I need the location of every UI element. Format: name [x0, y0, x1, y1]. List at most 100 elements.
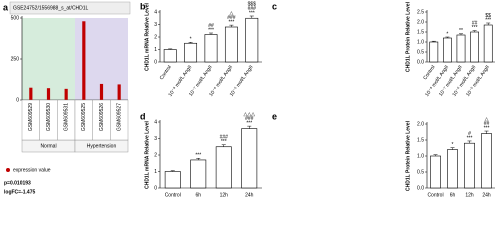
bar [215, 146, 232, 189]
x-tick-label: GSM609529 [28, 103, 34, 131]
panel-letter: c [272, 1, 277, 11]
legend-label: expression value [13, 167, 51, 173]
significance-label: ## [208, 23, 214, 29]
error-bar [209, 32, 213, 35]
error-bar [196, 158, 201, 160]
error-bar [247, 125, 252, 129]
category-box [110, 99, 129, 141]
y-tick-label: 2 [154, 152, 157, 158]
x-tick-label: 12h [465, 192, 474, 198]
y-tick-label: 4 [154, 119, 157, 125]
error-bar [168, 48, 173, 50]
y-axis-label: CHD1L Protein Relative Level [405, 1, 411, 72]
error-bar [484, 130, 489, 134]
bar [464, 142, 475, 189]
x-tick-label: GSM609527 [116, 103, 122, 131]
significance-label: *** [484, 125, 490, 131]
significance-label: *** [485, 17, 491, 23]
significance-label: ## [472, 20, 478, 26]
significance-label: * [452, 142, 454, 148]
legend-marker [6, 168, 10, 172]
group-label: Hypertension [87, 143, 117, 149]
x-tick-label: GSM609525 [81, 103, 87, 131]
significance-label: $$ [485, 13, 491, 19]
significance-label: ## [484, 121, 490, 127]
x-tick-label: 24h [482, 192, 491, 198]
group-label: Normal [40, 143, 56, 149]
significance-label: * [446, 31, 448, 37]
significance-label: △ [485, 116, 489, 122]
bar [245, 17, 259, 63]
y-tick-label: 0 [154, 185, 157, 191]
y-tick-label: 1.5 [417, 137, 424, 143]
significance-label: *** [195, 153, 201, 159]
y-axis-label: CHD1L mRNA Relative Level [144, 2, 150, 70]
bar [204, 34, 218, 63]
bar [46, 88, 51, 100]
y-tick-label: 250 [11, 56, 20, 62]
bar [456, 34, 466, 63]
bar [190, 159, 207, 189]
significance-label: *** [208, 27, 214, 33]
significance-label: △△△ [243, 111, 255, 117]
y-tick-label: 0 [154, 59, 157, 65]
y-axis-label: CHD1L Protein Relative Level [405, 120, 411, 191]
bar [29, 87, 33, 100]
error-bar [467, 140, 472, 144]
bar [99, 83, 104, 100]
y-tick-label: 1 [154, 47, 157, 53]
x-tick-label: Control [427, 192, 443, 198]
x-tick-label: GSM609530 [46, 103, 52, 131]
error-bar [472, 30, 477, 32]
bar [483, 24, 493, 63]
x-tick-label: Control [159, 64, 173, 81]
bar [163, 49, 177, 63]
y-tick-label: 2.5 [417, 9, 424, 15]
x-tick-label: 12h [220, 192, 229, 198]
figure: a GSE24752/1556988_s_at/CHD1L Normal Hypert… [3, 1, 495, 198]
y-tick-label: 3 [154, 136, 157, 142]
panel-letter: e [272, 111, 277, 121]
error-bar [188, 42, 193, 44]
bar [481, 133, 492, 189]
error-bar [431, 40, 436, 42]
error-bar [249, 15, 254, 19]
chart-title: GSE24752/1556988_s_at/CHD1L [13, 5, 89, 11]
y-axis-label: CHD1L mRNA Relative Level [144, 120, 150, 188]
error-bar [229, 24, 234, 27]
significance-label: ### [227, 15, 236, 21]
group-background [22, 18, 75, 100]
y-tick-label: 1.0 [417, 153, 424, 159]
significance-label: $$$ [248, 1, 257, 7]
x-tick-label: GSM609531 [63, 103, 69, 131]
significance-label: * [190, 37, 192, 43]
x-tick-label: 6h [450, 192, 456, 198]
y-tick-label: 0.5 [417, 49, 424, 55]
error-bar [486, 22, 491, 25]
significance-label: *** [221, 139, 227, 145]
x-tick-label: 24h [245, 192, 254, 198]
y-tick-label: 1.0 [417, 39, 424, 45]
significance-label: *** [246, 120, 252, 126]
significance-label: ### [248, 6, 257, 12]
bar [429, 41, 439, 63]
error-bar [450, 147, 455, 150]
significance-label: ** [459, 28, 463, 34]
y-tick-label: 1.5 [417, 29, 424, 35]
significance-label: *** [249, 10, 255, 16]
y-tick-label: 0 [16, 97, 19, 103]
significance-label: *** [472, 25, 478, 31]
bar [117, 84, 121, 100]
error-bar [221, 144, 226, 147]
note: logFC=-1.475 [4, 189, 35, 195]
bar [224, 26, 238, 63]
y-tick-label: 2.0 [417, 121, 424, 127]
significance-label: ### [245, 116, 254, 122]
bar [64, 88, 68, 100]
page: {"chart_data": [ {"type": "bar", "panel"… [3, 1, 495, 199]
panel-letter: b [140, 1, 146, 11]
x-tick-label: 6h [195, 192, 201, 198]
significance-label: ### [220, 135, 229, 141]
y-tick-label: 1 [154, 169, 157, 175]
header-box [9, 1, 131, 15]
